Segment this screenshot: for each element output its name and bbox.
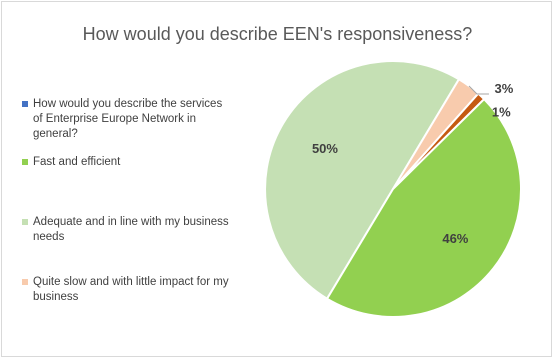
legend-swatch-general [22, 101, 28, 107]
legend-swatch-adequate [22, 219, 28, 225]
legend-label-adequate: Adequate and in line with my business ne… [33, 216, 229, 243]
legend-swatch-slow [22, 279, 28, 285]
slice-slow-leader-line [468, 85, 489, 95]
legend-label-general: How would you describe the services of E… [33, 98, 223, 140]
slice-adequate-label: 50% [312, 141, 338, 156]
slice-fast-label: 46% [442, 231, 468, 246]
slice-fast [325, 97, 522, 318]
legend-label-slow: Quite slow and with little impact for my… [33, 276, 229, 303]
slice-slow-label: 3% [495, 81, 514, 96]
chart-title: How would you describe EEN's responsiven… [82, 24, 473, 44]
slice-adequate [264, 60, 461, 301]
legend-swatch-fast [22, 159, 28, 165]
legend-label-fast: Fast and efficient [33, 156, 121, 168]
slice-other-label: 1% [492, 104, 511, 119]
